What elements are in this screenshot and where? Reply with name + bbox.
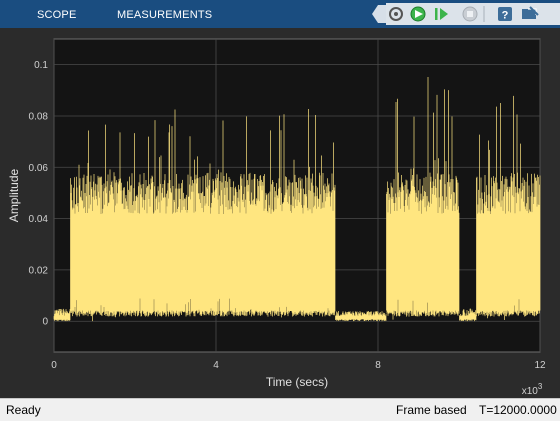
toolbar-buttons: ? <box>372 3 560 25</box>
toolstrip: SCOPE MEASUREMENTS <box>0 0 560 28</box>
status-frame-mode: Frame based <box>396 403 467 417</box>
y-tick-label: 0.04 <box>29 214 49 225</box>
svg-text:?: ? <box>502 10 509 22</box>
status-sim-time: T=12000.0000 <box>479 403 557 417</box>
step-forward-icon[interactable] <box>435 8 448 20</box>
y-axis-label: Amplitude <box>7 169 21 223</box>
x-tick-label: 12 <box>534 360 546 371</box>
x-tick-label: 4 <box>213 360 219 371</box>
stop-icon[interactable] <box>462 6 478 22</box>
y-tick-label: 0 <box>42 317 48 328</box>
tab-measurements[interactable]: MEASUREMENTS <box>117 9 213 21</box>
x-tick-label: 0 <box>51 360 57 371</box>
y-tick-labels: 0 0.02 0.04 0.06 0.08 0.1 <box>29 60 49 328</box>
y-tick-label: 0.06 <box>29 163 49 174</box>
amplitude-chart[interactable]: 0 0.02 0.04 0.06 0.08 0.1 0 4 8 12 Time (secs) A… <box>0 28 560 398</box>
help-icon[interactable]: ? <box>498 7 512 22</box>
settings-icon[interactable] <box>389 7 403 21</box>
status-ready: Ready <box>6 403 41 417</box>
x-axis-exponent-base: x10 <box>522 386 539 397</box>
toolbar-icons: ? <box>372 3 560 25</box>
toolbar-arrow-shape <box>372 5 386 23</box>
y-tick-label: 0.1 <box>34 60 48 71</box>
y-tick-label: 0.08 <box>29 111 49 122</box>
x-axis-label: Time (secs) <box>266 375 328 389</box>
x-tick-label: 8 <box>375 360 381 371</box>
status-bar: Ready Frame based T=12000.0000 <box>0 398 560 421</box>
scope-panel: 0 0.02 0.04 0.06 0.08 0.1 0 4 8 12 Time (secs) A… <box>0 28 560 398</box>
undock-icon[interactable] <box>522 6 539 19</box>
signal-trace <box>53 76 541 322</box>
tab-scope[interactable]: SCOPE <box>37 9 77 21</box>
x-tick-labels: 0 4 8 12 <box>51 360 546 371</box>
y-tick-label: 0.02 <box>29 265 49 276</box>
x-axis-exponent-power: 3 <box>538 382 543 391</box>
run-icon[interactable] <box>410 6 426 22</box>
signal-line <box>53 76 541 322</box>
x-axis-exponent: x103 <box>522 382 543 397</box>
